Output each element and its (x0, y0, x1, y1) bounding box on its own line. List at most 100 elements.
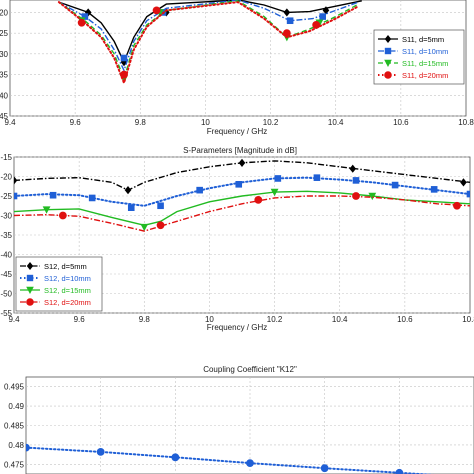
x-tick-label: 9.4 (8, 315, 20, 324)
y-tick-label: 0.495 (4, 383, 25, 392)
y-tick-label: -25 (0, 29, 9, 38)
data-point-0 (124, 186, 132, 195)
legend-label: S12, d=10mm (44, 274, 91, 283)
data-point-0 (238, 158, 246, 167)
x-tick-label: 10.2 (263, 118, 279, 127)
data-point-1 (235, 181, 243, 188)
series-group (57, 0, 362, 86)
data-point-3 (77, 18, 86, 27)
data-point-1 (274, 175, 282, 182)
x-tick-label: 10.6 (393, 118, 409, 127)
series-group (14, 158, 470, 232)
legend-label: S12, d=15mm (44, 286, 91, 295)
k12-chart-title: Coupling Coefficient "K12" (203, 365, 297, 374)
s12-chart-panel: S-Parameters [Magnitude in dB] Frequency… (0, 146, 474, 332)
y-tick-label: -30 (0, 50, 9, 59)
legend-label: S11, d=5mm (402, 35, 444, 44)
data-point-1 (49, 191, 57, 199)
data-point-3 (58, 211, 67, 220)
x-tick-label: 10.4 (332, 315, 348, 324)
data-point-1 (81, 13, 89, 20)
legend-label: S12, d=5mm (44, 262, 87, 271)
data-point-1 (120, 54, 128, 62)
series-line-3 (57, 1, 360, 86)
k12-chart-panel: Coupling Coefficient "K12" 0.495 0.49 0.48… (4, 365, 474, 474)
data-point-0 (246, 459, 254, 468)
s11-chart-panel: Frequency / GHz 9.4 9.6 9.8 10 10.2 10.4 10.6 1… (0, 0, 474, 136)
legend-label: S11, d=15mm (402, 59, 448, 68)
x-tick-label: 10 (205, 315, 214, 324)
y-tick-label: -35 (0, 231, 12, 240)
data-point-3 (254, 196, 263, 204)
data-point-1 (127, 204, 135, 211)
legend-label: S11, d=10mm (402, 47, 448, 56)
y-tick-label: 0.49 (8, 402, 24, 411)
legend-label: S12, d=20mm (44, 298, 91, 307)
series-line-0 (14, 160, 470, 191)
data-point-0 (395, 468, 404, 474)
s12-chart-title: S-Parameters [Magnitude in dB] (183, 146, 297, 155)
legend: S12, d=5mm S12, d=10mm S12, d=15mm S12, d=2… (15, 256, 103, 312)
legend: S11, d=5mm S11, d=10mm S11, d=15mm S11, d=2… (373, 29, 465, 85)
y-tick-label: 0.485 (4, 422, 25, 431)
y-tick-label: 0.475 (4, 460, 25, 469)
s11-x-axis-title: Frequency / GHz (207, 127, 267, 136)
x-tick-label: 9.4 (4, 118, 16, 127)
s12-x-axis-title: Frequency / GHz (207, 323, 267, 332)
data-point-1 (313, 174, 321, 181)
data-point-2 (368, 192, 377, 201)
x-tick-label: 9.6 (70, 118, 82, 127)
y-tick-label: -30 (0, 212, 12, 221)
legend-label: S11, d=20mm (402, 71, 448, 80)
data-point-2 (270, 188, 279, 197)
y-tick-label: -20 (0, 173, 12, 182)
legend-marker (26, 262, 34, 270)
data-point-0 (14, 176, 18, 185)
data-point-3 (312, 20, 321, 29)
x-tick-label: 9.8 (135, 118, 147, 127)
data-point-1 (319, 13, 326, 20)
y-tick-label: -40 (0, 91, 9, 100)
y-tick-label: -45 (0, 270, 12, 279)
data-point-1 (14, 192, 18, 200)
x-tick-label: 10.8 (462, 315, 474, 324)
data-point-0 (460, 178, 467, 187)
x-tick-label: 10.6 (397, 315, 413, 324)
data-point-0 (96, 447, 105, 456)
series-line-2 (58, 0, 359, 81)
y-tick-label: -35 (0, 71, 9, 80)
y-tick-label: -20 (0, 8, 9, 17)
y-tick-label: -25 (0, 192, 12, 201)
legend-marker (26, 286, 34, 294)
data-point-2 (140, 223, 149, 232)
data-point-3 (152, 6, 161, 15)
x-tick-label: 9.8 (139, 315, 151, 324)
legend-marker (384, 71, 392, 79)
y-tick-label: -45 (0, 112, 9, 121)
data-point-0 (320, 464, 329, 473)
data-point-1 (430, 186, 438, 193)
legend-marker (384, 35, 392, 43)
data-point-1 (196, 186, 203, 194)
data-point-0 (171, 453, 180, 462)
series-line-1 (58, 0, 359, 73)
data-point-1 (88, 194, 96, 202)
data-point-1 (286, 17, 294, 25)
y-tick-label: 0.48 (8, 441, 24, 450)
series-line-3 (14, 195, 470, 232)
x-tick-label: 9.6 (74, 315, 86, 324)
data-point-3 (156, 221, 165, 230)
legend-marker (26, 274, 34, 282)
data-point-0 (349, 164, 357, 173)
y-tick-label: -50 (0, 290, 12, 299)
data-point-2 (42, 206, 51, 214)
x-tick-label: 10.2 (267, 315, 283, 324)
y-tick-label: -55 (0, 309, 12, 318)
y-tick-label: -15 (0, 153, 12, 162)
x-tick-label: 10 (201, 118, 210, 127)
data-point-3 (352, 192, 360, 200)
data-point-3 (120, 70, 128, 79)
data-point-3 (282, 29, 291, 38)
data-point-0 (322, 6, 330, 15)
